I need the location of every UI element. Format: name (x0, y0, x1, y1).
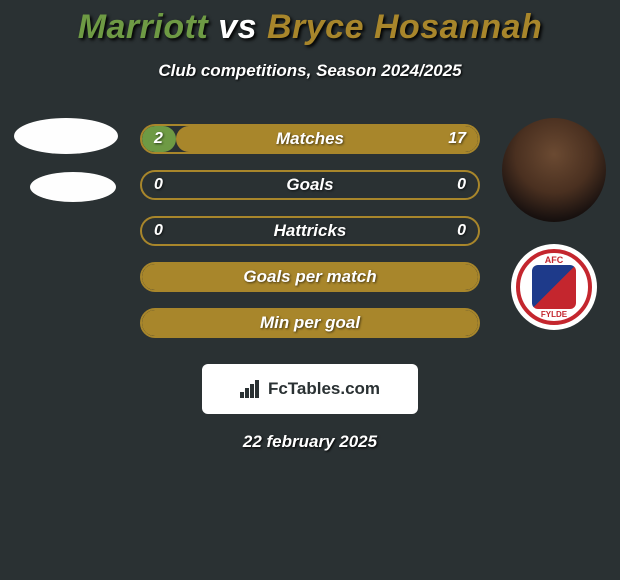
stat-label: Min per goal (142, 310, 478, 336)
watermark: FcTables.com (202, 364, 418, 414)
title-player1: Marriott (78, 8, 209, 46)
stat-value-left: 0 (154, 218, 163, 244)
watermark-text: FcTables.com (268, 379, 380, 399)
stat-value-right: 0 (457, 218, 466, 244)
stat-label: Goals (142, 172, 478, 198)
right-avatar-column: AFC FYLDE (496, 118, 612, 330)
player1-club-placeholder (30, 172, 116, 202)
badge-text-top: AFC (520, 255, 588, 265)
title-vs: vs (218, 8, 257, 46)
title-player2: Bryce Hosannah (267, 8, 542, 46)
player2-face-image (502, 118, 606, 222)
stat-label: Matches (142, 126, 478, 152)
stat-row-min-per-goal: Min per goal (140, 308, 480, 338)
stat-row-matches: Matches2 17 (140, 124, 480, 154)
stat-row-goals-per-match: Goals per match (140, 262, 480, 292)
stat-value-left: 0 (154, 172, 163, 198)
player1-photo-placeholder (14, 118, 118, 154)
stat-value-right: 17 (448, 126, 466, 152)
stat-row-goals: Goals0 0 (140, 170, 480, 200)
left-avatar-column (8, 118, 124, 220)
comparison-bars: Matches217Goals00Hattricks00Goals per ma… (140, 124, 480, 354)
stat-row-hattricks: Hattricks0 0 (140, 216, 480, 246)
stat-value-left: 2 (154, 126, 163, 152)
player2-photo (502, 118, 606, 222)
chart-icon (240, 380, 262, 398)
player2-club-badge: AFC FYLDE (511, 244, 597, 330)
date-text: 22 february 2025 (0, 432, 620, 452)
stat-value-right: 0 (457, 172, 466, 198)
stat-label: Goals per match (142, 264, 478, 290)
badge-text-bottom: FYLDE (520, 310, 588, 319)
stat-label: Hattricks (142, 218, 478, 244)
page-title: Marriott vs Bryce Hosannah (0, 0, 620, 47)
subtitle: Club competitions, Season 2024/2025 (0, 61, 620, 81)
